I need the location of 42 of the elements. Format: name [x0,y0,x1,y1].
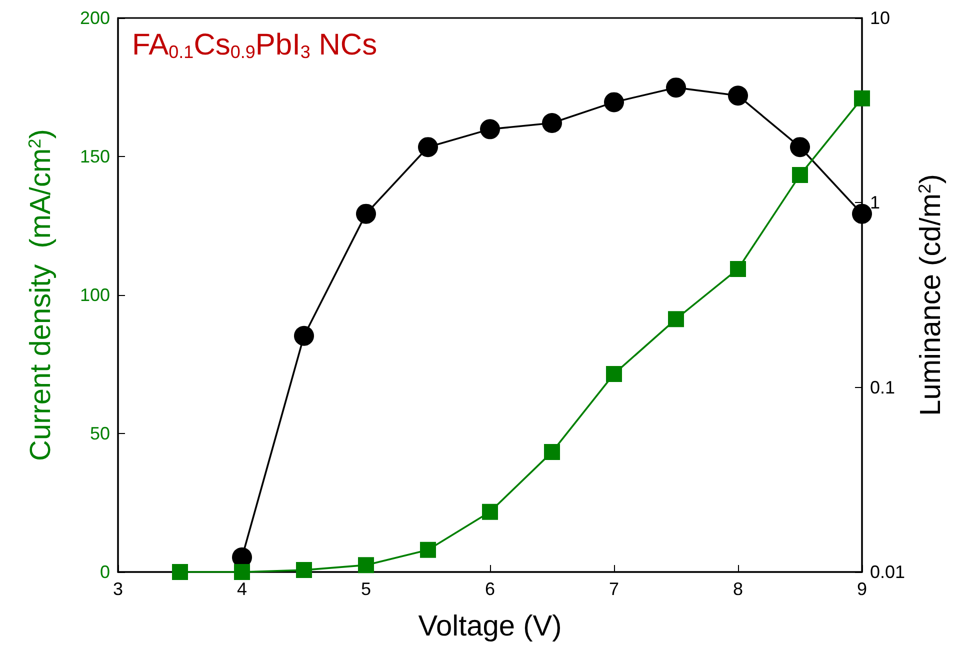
point [728,86,748,106]
y2-tick-label: 10 [870,8,890,28]
x-tick-label: 3 [112,579,124,599]
x-tick-label: 6 [484,579,496,599]
x-tick-label: 7 [608,579,620,599]
point [730,260,746,277]
y2-tick-label: 0.1 [870,377,896,398]
y-tick-label: 50 [90,424,110,444]
y2-tick-label: 1 [870,192,880,213]
x-tick-label: 8 [732,579,744,599]
point [356,204,376,224]
y-axis-title: Current density (mA/cm2) [24,129,57,461]
y2-axis-title: Luminance (cd/m2) [914,174,947,416]
point [294,326,314,346]
point [544,444,560,460]
point [420,542,436,558]
point [296,562,312,578]
x-tick-label: 5 [360,579,372,599]
point [604,92,624,112]
y-tick-label: 200 [80,8,110,28]
point [792,167,808,184]
y2-tick-label: 0.01 [870,562,906,582]
annotation: FA0.1Cs0.9PbI3 NCs [132,28,378,62]
point [234,564,250,580]
point [482,504,498,520]
x-tick-label: 4 [236,579,248,599]
point [542,113,562,134]
point [418,137,438,158]
point [666,78,686,98]
point [358,557,374,574]
point [854,90,870,106]
point [606,366,622,382]
point [668,311,684,328]
y-tick-label: 150 [80,146,110,166]
point [790,137,810,158]
y-tick-label: 100 [80,285,110,305]
point [172,564,188,580]
point [480,119,500,140]
x-tick-label: 9 [856,579,868,599]
point [852,204,872,224]
y-tick-label: 0 [100,562,110,582]
x-axis-title: Voltage (V) [418,610,562,642]
